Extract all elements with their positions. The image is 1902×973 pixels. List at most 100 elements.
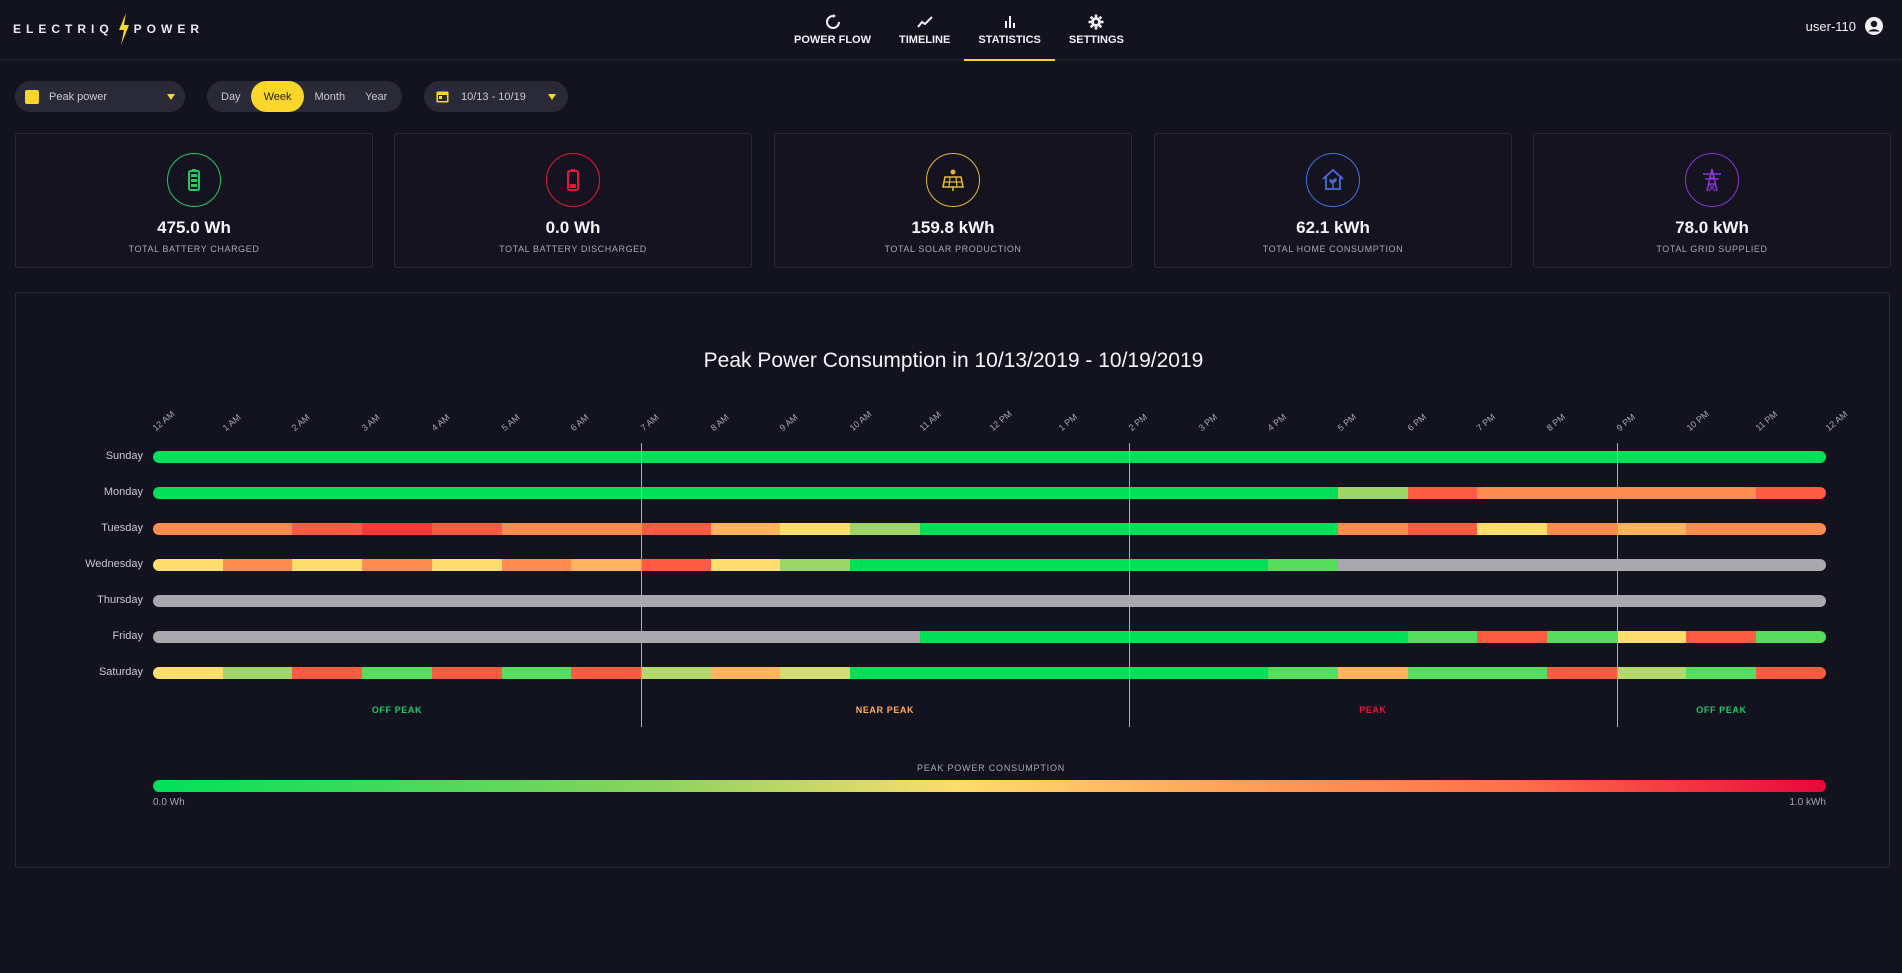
heatmap-cell[interactable] (362, 487, 432, 499)
heatmap-cell[interactable] (1477, 559, 1548, 571)
heatmap-cell[interactable] (710, 667, 781, 679)
heatmap-cell[interactable] (1616, 559, 1687, 571)
heatmap-cell[interactable] (850, 451, 920, 463)
period-day-button[interactable]: Day (221, 90, 241, 103)
heatmap-cell[interactable] (640, 667, 711, 679)
heatmap-cell[interactable] (222, 667, 293, 679)
heatmap-cell[interactable] (153, 667, 223, 679)
heatmap-cell[interactable] (1268, 559, 1338, 571)
heatmap-cell[interactable] (1128, 487, 1199, 499)
user-menu[interactable]: user-110 (1806, 16, 1884, 36)
heatmap-cell[interactable] (501, 667, 572, 679)
heatmap-cell[interactable] (431, 631, 502, 643)
heatmap-cell[interactable] (292, 631, 363, 643)
heatmap-cell[interactable] (1198, 595, 1269, 607)
heatmap-cell[interactable] (362, 559, 432, 571)
heatmap-cell[interactable] (1128, 451, 1199, 463)
heatmap-cell[interactable] (919, 559, 990, 571)
heatmap-cell[interactable] (919, 523, 990, 535)
heatmap-cell[interactable] (292, 559, 363, 571)
heatmap-cell[interactable] (1547, 487, 1617, 499)
heatmap-cell[interactable] (710, 595, 781, 607)
heatmap-cell[interactable] (1268, 523, 1338, 535)
heatmap-cell[interactable] (1198, 451, 1269, 463)
heatmap-cell[interactable] (780, 451, 851, 463)
heatmap-cell[interactable] (222, 523, 293, 535)
heatmap-cell[interactable] (1686, 523, 1757, 535)
heatmap-cell[interactable] (1337, 523, 1408, 535)
heatmap-cell[interactable] (1337, 559, 1408, 571)
heatmap-cell[interactable] (989, 631, 1060, 643)
heatmap-cell[interactable] (1686, 667, 1757, 679)
heatmap-cell[interactable] (1059, 487, 1129, 499)
heatmap-cell[interactable] (640, 595, 711, 607)
heatmap-cell[interactable] (153, 523, 223, 535)
heatmap-cell[interactable] (1268, 667, 1338, 679)
heatmap-cell[interactable] (780, 595, 851, 607)
heatmap-cell[interactable] (640, 631, 711, 643)
heatmap-cell[interactable] (1198, 487, 1269, 499)
heatmap-cell[interactable] (919, 631, 990, 643)
heatmap-cell[interactable] (919, 451, 990, 463)
heatmap-cell[interactable] (1756, 595, 1826, 607)
heatmap-cell[interactable] (1547, 667, 1617, 679)
heatmap-cell[interactable] (1547, 523, 1617, 535)
heatmap-cell[interactable] (1686, 631, 1757, 643)
heatmap-cell[interactable] (640, 559, 711, 571)
heatmap-cell[interactable] (1407, 523, 1478, 535)
heatmap-cell[interactable] (153, 595, 223, 607)
heatmap-cell[interactable] (571, 559, 641, 571)
heatmap-cell[interactable] (1128, 667, 1199, 679)
heatmap-cell[interactable] (1337, 487, 1408, 499)
heatmap-cell[interactable] (1059, 451, 1129, 463)
heatmap-cell[interactable] (989, 487, 1060, 499)
heatmap-cell[interactable] (153, 559, 223, 571)
heatmap-cell[interactable] (1616, 595, 1687, 607)
heatmap-cell[interactable] (1407, 595, 1478, 607)
heatmap-cell[interactable] (1616, 631, 1687, 643)
period-week-button[interactable]: Week (250, 81, 305, 112)
heatmap-cell[interactable] (640, 487, 711, 499)
heatmap-cell[interactable] (1477, 667, 1548, 679)
heatmap-cell[interactable] (1198, 631, 1269, 643)
heatmap-cell[interactable] (850, 523, 920, 535)
heatmap-cell[interactable] (640, 523, 711, 535)
heatmap-cell[interactable] (850, 487, 920, 499)
heatmap-cell[interactable] (1407, 667, 1478, 679)
heatmap-cell[interactable] (1059, 667, 1129, 679)
period-year-button[interactable]: Year (365, 90, 388, 103)
heatmap-cell[interactable] (1477, 487, 1548, 499)
heatmap-cell[interactable] (640, 451, 711, 463)
heatmap-cell[interactable] (1128, 631, 1199, 643)
heatmap-cell[interactable] (780, 559, 851, 571)
heatmap-cell[interactable] (1268, 595, 1338, 607)
heatmap-cell[interactable] (1686, 559, 1757, 571)
heatmap-cell[interactable] (1268, 487, 1338, 499)
heatmap-cell[interactable] (362, 667, 432, 679)
heatmap-cell[interactable] (501, 523, 572, 535)
heatmap-cell[interactable] (222, 559, 293, 571)
heatmap-cell[interactable] (1756, 559, 1826, 571)
heatmap-cell[interactable] (501, 631, 572, 643)
heatmap-cell[interactable] (919, 595, 990, 607)
heatmap-cell[interactable] (1407, 451, 1478, 463)
heatmap-cell[interactable] (1756, 523, 1826, 535)
heatmap-cell[interactable] (780, 667, 851, 679)
heatmap-cell[interactable] (1128, 559, 1199, 571)
heatmap-cell[interactable] (571, 667, 641, 679)
heatmap-cell[interactable] (292, 595, 363, 607)
heatmap-cell[interactable] (1337, 667, 1408, 679)
heatmap-cell[interactable] (1337, 451, 1408, 463)
heatmap-cell[interactable] (1268, 451, 1338, 463)
heatmap-cell[interactable] (780, 631, 851, 643)
heatmap-cell[interactable] (362, 595, 432, 607)
heatmap-cell[interactable] (571, 523, 641, 535)
heatmap-cell[interactable] (989, 523, 1060, 535)
heatmap-cell[interactable] (292, 667, 363, 679)
heatmap-cell[interactable] (362, 451, 432, 463)
heatmap-cell[interactable] (919, 487, 990, 499)
heatmap-cell[interactable] (850, 631, 920, 643)
heatmap-cell[interactable] (501, 595, 572, 607)
heatmap-cell[interactable] (1547, 595, 1617, 607)
heatmap-cell[interactable] (222, 631, 293, 643)
